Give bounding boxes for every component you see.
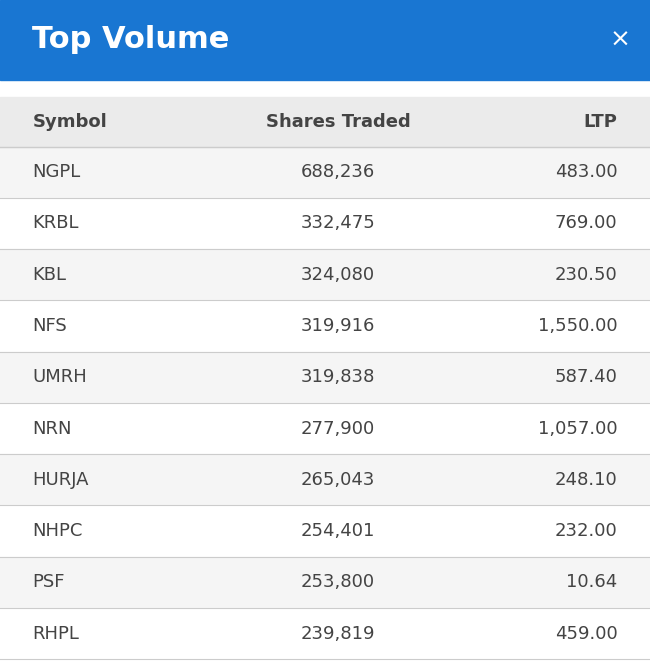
Text: 239,819: 239,819 xyxy=(301,625,375,643)
Text: NFS: NFS xyxy=(32,317,67,335)
Text: ×: × xyxy=(610,28,630,52)
Text: Symbol: Symbol xyxy=(32,113,107,131)
Bar xyxy=(0,147,650,198)
Bar xyxy=(0,0,650,80)
Text: 265,043: 265,043 xyxy=(301,471,375,489)
Text: 324,080: 324,080 xyxy=(301,266,375,284)
Bar xyxy=(0,300,650,352)
Text: 254,401: 254,401 xyxy=(301,522,375,540)
Text: 248.10: 248.10 xyxy=(554,471,617,489)
Bar xyxy=(0,249,650,300)
Text: 1,057.00: 1,057.00 xyxy=(538,420,617,438)
Text: RHPL: RHPL xyxy=(32,625,79,643)
Text: 769.00: 769.00 xyxy=(555,214,618,232)
Text: 688,236: 688,236 xyxy=(301,163,375,181)
Text: NGPL: NGPL xyxy=(32,163,81,181)
Text: 319,916: 319,916 xyxy=(301,317,375,335)
Text: PSF: PSF xyxy=(32,573,65,591)
Text: 1,550.00: 1,550.00 xyxy=(538,317,617,335)
Bar xyxy=(0,403,650,454)
Text: 319,838: 319,838 xyxy=(301,368,375,386)
Bar xyxy=(0,557,650,608)
Text: 483.00: 483.00 xyxy=(555,163,618,181)
Text: 232.00: 232.00 xyxy=(554,522,617,540)
Bar xyxy=(0,97,650,147)
Text: 332,475: 332,475 xyxy=(300,214,376,232)
Text: Shares Traded: Shares Traded xyxy=(266,113,410,131)
Text: UMRH: UMRH xyxy=(32,368,87,386)
Text: KRBL: KRBL xyxy=(32,214,79,232)
Text: NHPC: NHPC xyxy=(32,522,83,540)
Bar xyxy=(0,198,650,249)
Bar xyxy=(0,352,650,403)
Text: HURJA: HURJA xyxy=(32,471,89,489)
Text: LTP: LTP xyxy=(584,113,618,131)
Text: 253,800: 253,800 xyxy=(301,573,375,591)
Text: 459.00: 459.00 xyxy=(554,625,617,643)
Text: KBL: KBL xyxy=(32,266,66,284)
Text: Top Volume: Top Volume xyxy=(32,25,230,55)
Text: 10.64: 10.64 xyxy=(566,573,618,591)
Text: 230.50: 230.50 xyxy=(554,266,617,284)
Bar xyxy=(0,505,650,557)
Bar xyxy=(0,608,650,659)
Bar xyxy=(0,454,650,505)
Text: 277,900: 277,900 xyxy=(301,420,375,438)
Text: NRN: NRN xyxy=(32,420,72,438)
Text: 587.40: 587.40 xyxy=(554,368,617,386)
